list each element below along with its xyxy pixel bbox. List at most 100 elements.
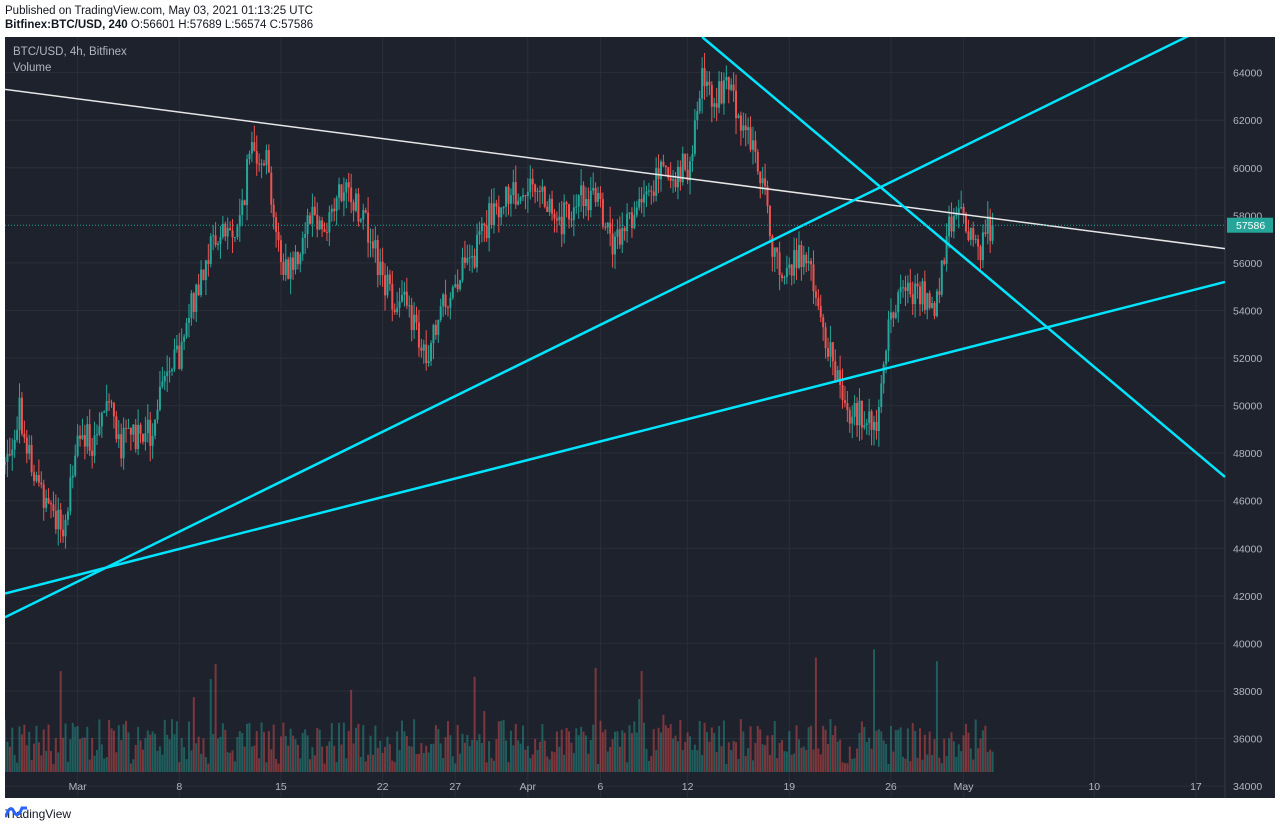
x-tick-label: 22 <box>377 781 389 793</box>
x-tick-label: 19 <box>783 781 795 793</box>
candle-body <box>967 231 970 240</box>
candle-body <box>248 153 251 160</box>
candle-body <box>313 206 316 215</box>
symbol-interval: Bitfinex:BTC/USD, 240 <box>5 19 128 31</box>
volume-bar <box>701 754 704 772</box>
candle-body <box>795 250 798 268</box>
ohlc-values: O:56601 H:57689 L:56574 C:57586 <box>130 19 314 31</box>
candle-body <box>352 202 355 211</box>
volume-bar <box>357 723 360 772</box>
candle-body <box>814 291 817 298</box>
candle-body <box>783 277 786 279</box>
candle-body <box>914 283 917 305</box>
candle-body <box>655 168 658 196</box>
volume-bar <box>865 741 868 772</box>
candle-body <box>618 229 621 245</box>
volume-layer <box>5 649 994 772</box>
volume-bar <box>127 732 130 772</box>
volume-bar <box>935 661 938 772</box>
last-price-label-bg <box>1227 217 1273 233</box>
volume-bar <box>238 731 241 772</box>
candle-body <box>657 168 660 180</box>
price-chart[interactable]: 34000 36000 38000 40000 42000 44000 46000 48000… <box>5 37 1275 798</box>
volume-bar <box>618 746 621 772</box>
volume-bar <box>166 734 169 772</box>
last-price-label: 57586 <box>1236 220 1265 232</box>
volume-bar <box>74 726 77 772</box>
candle-body <box>417 322 420 348</box>
candle-body <box>149 419 152 446</box>
candle-body <box>270 172 273 205</box>
volume-bar <box>91 737 94 772</box>
y-tick-label: 48000 <box>1233 448 1262 460</box>
x-tick-label: Apr <box>520 781 537 793</box>
volume-bar <box>54 738 57 772</box>
volume-bar <box>161 754 164 772</box>
volume-bar <box>69 739 72 772</box>
volume-bar <box>255 731 258 772</box>
candle-body <box>16 429 19 440</box>
candle-body <box>502 206 505 208</box>
x-tick-label: 10 <box>1088 781 1100 793</box>
candle-body <box>49 503 52 505</box>
volume-bar <box>100 744 103 772</box>
candle-body <box>127 427 130 429</box>
candle-body <box>88 424 91 451</box>
volume-bar <box>892 751 895 772</box>
candle-body <box>209 236 212 264</box>
candle-body <box>802 254 805 268</box>
candle-body <box>459 280 462 290</box>
candle-body <box>764 178 767 187</box>
candle-body <box>473 255 476 268</box>
candle-body <box>62 529 65 537</box>
candle-body <box>609 222 612 234</box>
volume-bar <box>253 745 256 772</box>
candle-body <box>236 226 239 238</box>
candle-body <box>95 434 98 436</box>
volume-bar <box>703 722 706 772</box>
candle-body <box>529 178 532 192</box>
candle-body <box>405 291 408 306</box>
volume-bar <box>957 744 960 772</box>
volume-bar <box>492 760 495 772</box>
volume-bar <box>553 752 556 772</box>
chart-legend-volume[interactable]: Volume <box>13 62 51 74</box>
candle-body <box>957 208 960 214</box>
volume-bar <box>771 735 774 772</box>
volume-bar <box>301 732 304 772</box>
candle-body <box>863 425 866 428</box>
chart-area[interactable]: 34000 36000 38000 40000 42000 44000 46000 48000… <box>5 37 1275 798</box>
volume-bar <box>20 734 23 772</box>
volume-bar <box>195 743 198 772</box>
volume-bar <box>507 762 510 772</box>
candle-body <box>689 161 692 181</box>
candle-body <box>989 216 992 241</box>
candle-body <box>754 140 757 152</box>
volume-bar <box>889 725 892 772</box>
volume-bar <box>497 721 500 772</box>
candle-body <box>824 327 827 349</box>
volume-bar <box>37 742 40 772</box>
candle-body <box>819 306 822 318</box>
volume-bar <box>807 727 810 772</box>
volume-bar <box>500 720 503 772</box>
volume-bar <box>403 731 406 772</box>
volume-bar <box>311 747 314 772</box>
volume-bar <box>509 730 512 772</box>
candle-body <box>434 324 437 335</box>
volume-bar <box>473 676 476 772</box>
candle-body <box>33 472 36 481</box>
volume-bar <box>284 735 287 772</box>
volume-bar <box>226 752 229 772</box>
volume-bar <box>207 763 210 772</box>
volume-bar <box>350 689 353 772</box>
volume-bar <box>88 759 91 772</box>
volume-bar <box>95 749 98 772</box>
volume-bar <box>735 742 738 772</box>
candle-body <box>192 293 195 312</box>
candle-body <box>899 287 902 293</box>
candle-body <box>28 445 31 454</box>
volume-bar <box>466 734 469 772</box>
candle-body <box>597 192 600 202</box>
candle-body <box>505 186 508 207</box>
